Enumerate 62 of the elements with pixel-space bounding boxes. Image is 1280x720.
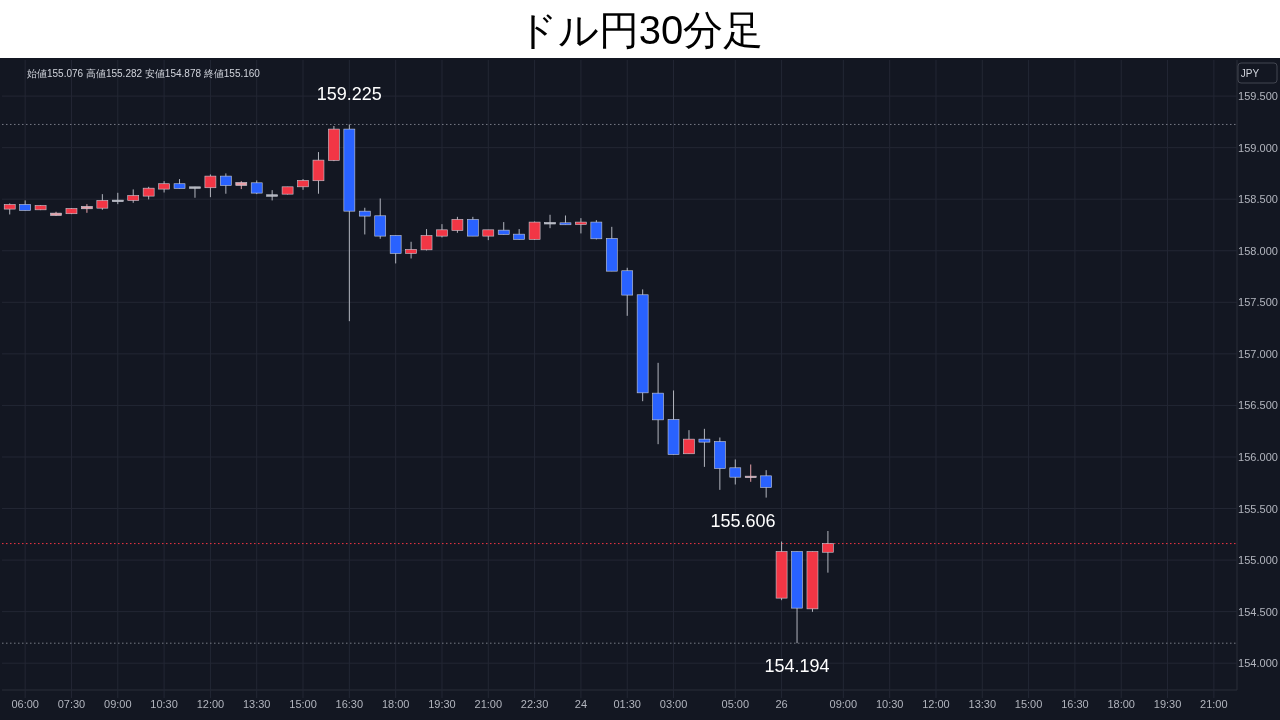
candlestick [729,458,742,485]
x-tick-label: 01:30 [613,698,641,710]
x-tick-label: 12:00 [196,698,225,710]
x-tick-label: 15:00 [289,698,317,710]
x-tick-label: 13:30 [242,698,271,710]
y-tick-label: 158.500 [1238,193,1278,206]
y-tick-label: 158.000 [1238,244,1278,257]
candlestick [528,220,541,241]
x-tick-label: 21:00 [474,698,503,710]
candlestick [683,429,695,455]
x-tick-label: 03:00 [659,698,688,710]
x-tick-label: 16:30 [1061,698,1089,710]
candlestick [698,428,711,468]
candlestick [204,173,217,198]
y-tick-label: 155.500 [1238,502,1278,515]
title: ドル円30分足 [516,8,764,52]
y-tick-label: 157.500 [1238,296,1278,309]
candlestick [374,197,387,240]
candlestick [760,469,772,499]
x-tick-label: 05:00 [721,698,750,710]
x-tick-label: 12:00 [922,698,950,710]
x-tick-label: 18:00 [381,698,410,710]
candlestick [189,186,201,199]
y-tick-label: 154.000 [1238,657,1278,670]
candlestick [544,214,556,229]
candlestick [389,234,402,264]
x-tick-label: 15:00 [1014,698,1043,710]
candlestick [312,151,325,195]
ref-line-label: 159.225 [316,84,382,105]
x-tick-label: 16:30 [335,698,364,710]
candlestick [575,217,587,234]
y-tick-label: 157.000 [1238,347,1278,360]
x-tick-label: 19:30 [1153,698,1182,710]
x-tick-label: 09:00 [829,698,858,710]
candlestick [744,464,757,483]
x-tick-label: 22:30 [520,698,549,710]
annotation: 155.606 [710,511,776,531]
x-tick-label: 26 [775,698,788,710]
x-tick-label: 21:00 [1200,698,1228,710]
candlestick [358,207,371,235]
candlestick [405,241,417,259]
y-tick-label: 155.000 [1238,554,1278,567]
y-tick-label: 159.500 [1238,90,1278,103]
candlestick [220,172,232,195]
text: JPY [1240,68,1260,79]
ref-line-label: 154.194 [764,656,830,677]
x-tick-label: 13:30 [968,698,997,710]
y-tick-label: 156.500 [1238,399,1278,412]
x-tick-label: 06:00 [11,698,39,710]
x-tick-label: 07:30 [57,698,86,710]
x-tick-label: 18:00 [1107,698,1135,710]
y-tick-label: 156.000 [1238,450,1278,463]
x-tick-label: 10:30 [150,698,178,710]
candlestick [81,203,93,214]
x-tick-label: 09:00 [104,698,132,710]
x-tick-label: 24 [574,698,588,710]
y-tick-label: 159.000 [1238,141,1278,154]
x-tick-label: 10:30 [875,698,904,710]
candlestick [467,216,479,237]
x-tick-label: 19:30 [428,698,456,710]
y-tick-label: 154.500 [1238,605,1278,618]
annotation: 始値155.076 高値155.282 安値154.878 終値155.160 [27,68,261,79]
